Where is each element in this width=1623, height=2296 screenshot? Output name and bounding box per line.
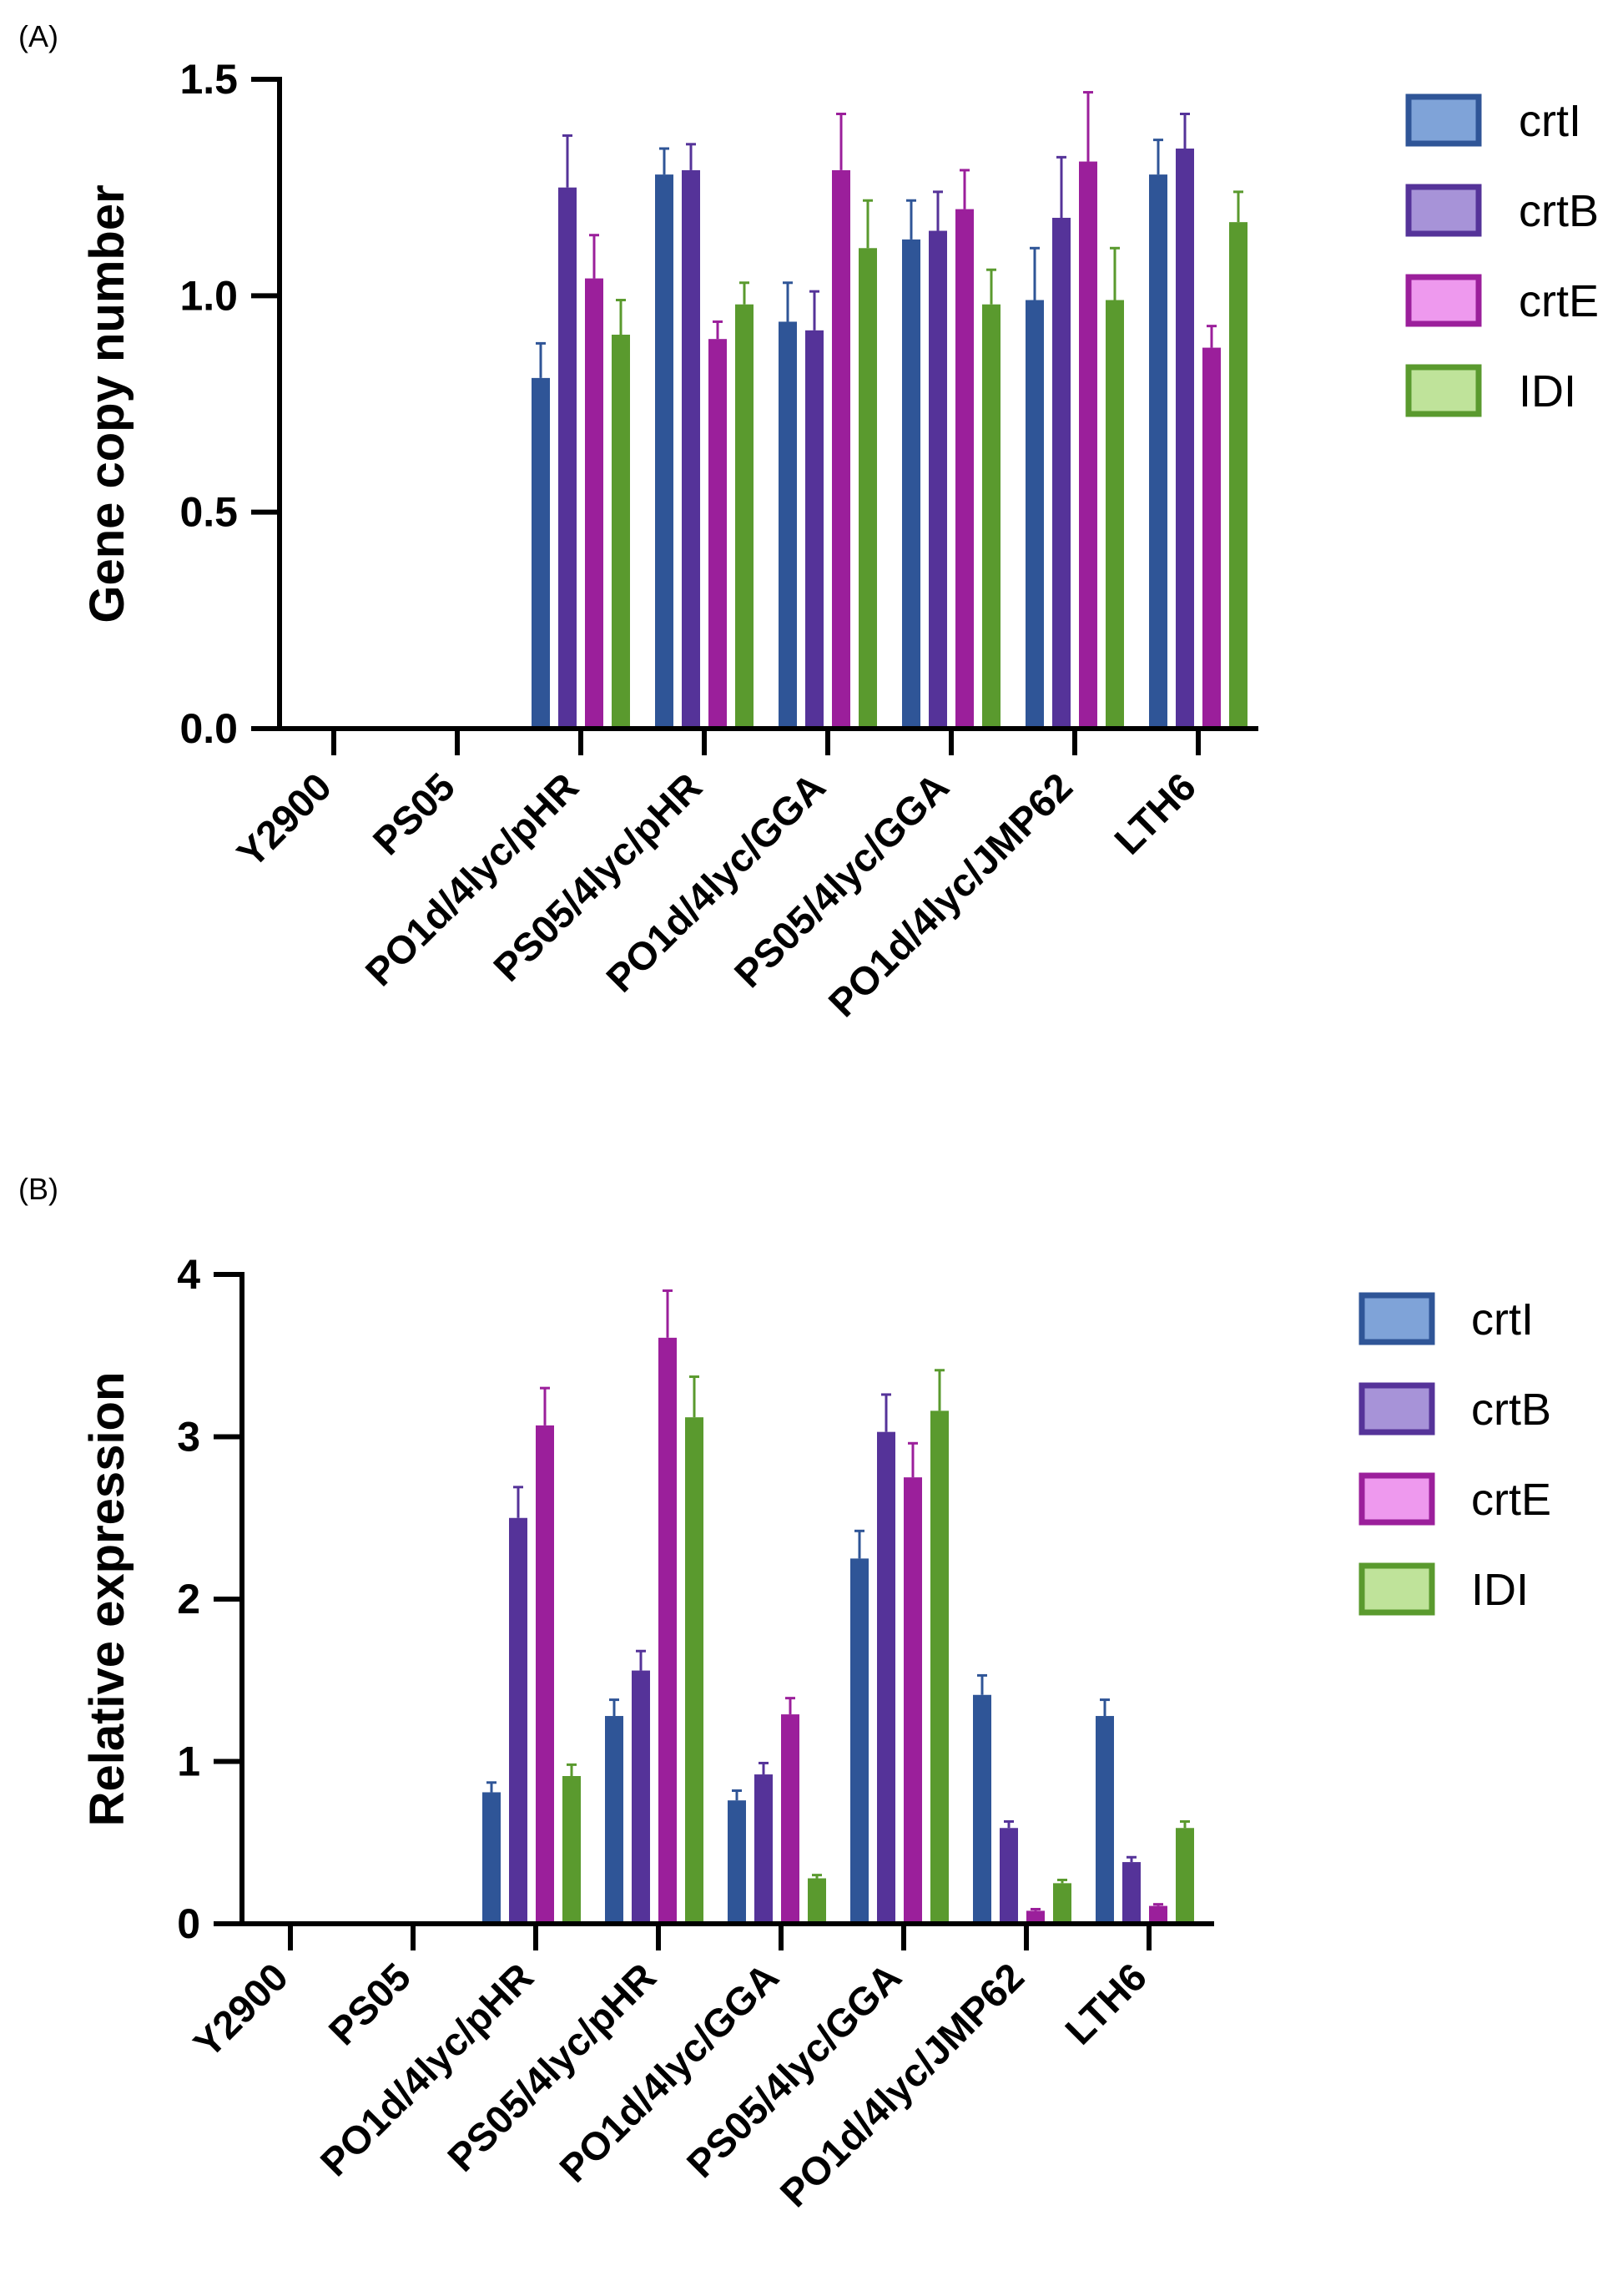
bar-crtB-7 [1122, 1862, 1141, 1924]
bar-IDI-6 [1106, 300, 1124, 729]
bar-crtI-5 [902, 239, 920, 729]
legend-swatch-crtI [1358, 1292, 1435, 1345]
bar-crtB-2 [558, 187, 577, 729]
x-tick-label: Y2900 [228, 764, 340, 876]
legend-swatch-crtE [1358, 1472, 1435, 1526]
bar-crtB-7 [1176, 148, 1194, 729]
bar-IDI-3 [735, 304, 754, 729]
bar-crtB-4 [754, 1774, 773, 1924]
bar-crtE-7 [1149, 1905, 1167, 1924]
bar-crtB-4 [805, 330, 824, 729]
bar-IDI-7 [1176, 1828, 1194, 1924]
y-tick-label: 1.5 [179, 56, 238, 103]
bar-crtI-4 [728, 1800, 746, 1924]
legend-label-IDI: IDI [1471, 1565, 1529, 1615]
bar-IDI-4 [859, 248, 877, 729]
legend-label-crtB: crtB [1471, 1385, 1551, 1435]
y-tick-label: 3 [177, 1414, 200, 1461]
x-tick-label: PS05/4lyc/GGA [725, 764, 957, 997]
x-tick-label: PO1d/4lyc/GGA [551, 1955, 787, 2191]
bar-crtI-7 [1096, 1716, 1114, 1924]
bar-IDI-5 [930, 1410, 949, 1924]
bar-IDI-3 [685, 1417, 703, 1924]
x-tick-label: PS05/4lyc/GGA [678, 1955, 910, 2187]
y-tick-label: 0 [177, 1900, 200, 1947]
bar-crtI-3 [605, 1716, 623, 1924]
bar-IDI-6 [1053, 1883, 1071, 1924]
bar-crtB-6 [1052, 217, 1071, 729]
bar-crtI-2 [482, 1792, 501, 1924]
y-tick-label: 0.5 [179, 489, 238, 536]
bar-crtE-7 [1202, 347, 1221, 729]
bar-crtE-4 [832, 169, 850, 729]
x-tick-label: PO1d/4lyc/JMP62 [819, 764, 1081, 1026]
bar-crtB-5 [929, 230, 947, 729]
bar-crtI-3 [655, 174, 673, 729]
y-axis-title: Gene copy number [80, 184, 134, 623]
x-tick-label: PO1d/4lyc/GGA [597, 764, 834, 1001]
x-tick-label: PS05 [364, 764, 463, 864]
legend-label-crtE: crtE [1519, 276, 1599, 326]
bar-crtB-6 [1000, 1828, 1018, 1924]
bar-crtE-6 [1079, 161, 1097, 729]
bar-crtE-6 [1026, 1910, 1045, 1924]
x-tick-label: PO1d/4lyc/pHR [356, 764, 587, 995]
x-tick-label: Y2900 [184, 1955, 296, 2066]
bar-crtE-2 [536, 1425, 554, 1924]
bar-crtB-3 [682, 169, 700, 729]
bar-crtI-5 [850, 1558, 869, 1924]
panel-label: (A) [18, 19, 58, 53]
bar-crtE-5 [904, 1477, 922, 1924]
legend-swatch-IDI [1405, 364, 1482, 417]
x-tick-label: LTH6 [1106, 764, 1204, 863]
panel-label: (B) [18, 1172, 58, 1206]
x-tick-label: PO1d/4lyc/pHR [311, 1955, 542, 2185]
bar-crtE-5 [955, 209, 974, 729]
bar-crtI-6 [973, 1694, 991, 1924]
bar-crtI-7 [1149, 174, 1167, 729]
bar-IDI-4 [808, 1878, 826, 1924]
y-tick-label: 4 [177, 1251, 200, 1298]
legend-label-IDI: IDI [1519, 366, 1576, 416]
bar-crtI-6 [1026, 300, 1044, 729]
bar-crtB-3 [632, 1670, 650, 1924]
y-tick-label: 0.0 [179, 705, 238, 752]
bar-IDI-5 [982, 304, 1001, 729]
bar-crtB-2 [509, 1517, 527, 1924]
x-tick-label: PS05/4lyc/pHR [439, 1955, 664, 2180]
x-tick-label: PS05 [320, 1955, 419, 2054]
x-tick-label: PS05/4lyc/pHR [485, 764, 710, 990]
y-tick-label: 1 [177, 1738, 200, 1785]
x-tick-label: LTH6 [1056, 1955, 1155, 2053]
legend-label-crtI: crtI [1471, 1294, 1534, 1345]
legend-label-crtB: crtB [1519, 186, 1599, 236]
legend-swatch-crtB [1358, 1382, 1435, 1436]
bar-IDI-7 [1229, 222, 1247, 729]
bar-crtE-3 [708, 339, 727, 729]
legend-swatch-crtI [1405, 93, 1482, 147]
x-tick-label: PO1d/4lyc/JMP62 [771, 1955, 1032, 2216]
bar-crtE-4 [781, 1714, 799, 1924]
bar-crtE-3 [658, 1337, 677, 1924]
bar-crtE-2 [585, 278, 603, 729]
y-tick-label: 2 [177, 1576, 200, 1622]
legend-swatch-crtB [1405, 184, 1482, 237]
bar-crtB-5 [877, 1431, 895, 1924]
bar-crtI-4 [779, 321, 797, 729]
legend-swatch-crtE [1405, 274, 1482, 327]
y-tick-label: 1.0 [179, 272, 238, 319]
bar-IDI-2 [612, 335, 630, 729]
bar-crtI-2 [532, 377, 550, 729]
legend-label-crtE: crtE [1471, 1475, 1551, 1525]
y-axis-title: Relative expression [80, 1372, 134, 1827]
bar-IDI-2 [562, 1776, 581, 1924]
legend-swatch-IDI [1358, 1562, 1435, 1616]
legend-label-crtI: crtI [1519, 96, 1581, 146]
